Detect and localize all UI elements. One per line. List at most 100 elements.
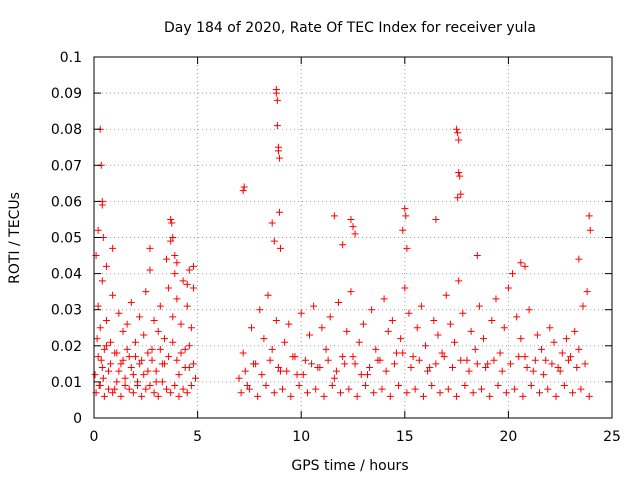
- data-point: [554, 363, 562, 371]
- data-point: [345, 385, 353, 393]
- data-point: [123, 345, 131, 353]
- data-point: [274, 147, 282, 155]
- data-point: [586, 226, 594, 234]
- data-point: [558, 349, 566, 357]
- data-point: [471, 345, 479, 353]
- data-point: [102, 342, 110, 350]
- data-point: [552, 392, 560, 400]
- data-point: [395, 382, 403, 390]
- data-point: [326, 313, 334, 321]
- scatter-points: [91, 85, 594, 400]
- data-point: [486, 392, 494, 400]
- data-point: [351, 360, 359, 368]
- data-point: [523, 363, 531, 371]
- data-point: [156, 302, 164, 310]
- data-point: [531, 356, 539, 364]
- data-point: [415, 356, 423, 364]
- data-point: [374, 356, 382, 364]
- data-point: [351, 230, 359, 238]
- data-point: [509, 270, 517, 278]
- y-axis-ticks: 0 0.01 0.02 0.03 0.04 0.05 0.06 0.07 0.08 0.09 0.1: [51, 50, 612, 427]
- data-point: [243, 382, 251, 390]
- data-point: [467, 327, 475, 335]
- y-tick-label: 0.06: [51, 194, 82, 210]
- data-point: [364, 371, 372, 379]
- data-point: [426, 363, 434, 371]
- data-point: [347, 288, 355, 296]
- data-point: [131, 338, 139, 346]
- data-point: [397, 335, 405, 343]
- x-tick-label: 10: [292, 429, 310, 445]
- data-point: [569, 389, 577, 397]
- data-point: [235, 374, 243, 382]
- data-point: [322, 345, 330, 353]
- data-point: [403, 244, 411, 252]
- data-point: [339, 353, 347, 361]
- data-point: [173, 356, 181, 364]
- data-point: [482, 363, 490, 371]
- data-point: [484, 360, 492, 368]
- data-point: [187, 324, 195, 332]
- data-point: [165, 284, 173, 292]
- y-tick-label: 0.05: [51, 231, 82, 247]
- data-point: [517, 259, 525, 267]
- data-point: [171, 270, 179, 278]
- x-tick-label: 5: [193, 429, 202, 445]
- data-point: [372, 345, 380, 353]
- data-point: [237, 389, 245, 397]
- data-point: [548, 360, 556, 368]
- data-point: [171, 252, 179, 260]
- data-point: [94, 353, 102, 361]
- data-point: [353, 392, 361, 400]
- data-point: [388, 317, 396, 325]
- data-point: [320, 392, 328, 400]
- data-point: [399, 349, 407, 357]
- data-point: [405, 309, 413, 317]
- data-point: [446, 320, 454, 328]
- data-point: [121, 374, 129, 382]
- data-point: [328, 382, 336, 390]
- data-point: [168, 219, 176, 227]
- y-tick-label: 0.02: [51, 339, 82, 355]
- data-point: [281, 338, 289, 346]
- data-point: [361, 382, 369, 390]
- data-point: [152, 367, 160, 375]
- data-point: [268, 219, 276, 227]
- data-point: [502, 389, 510, 397]
- data-point: [535, 389, 543, 397]
- data-point: [533, 331, 541, 339]
- data-point: [359, 320, 367, 328]
- data-point: [585, 392, 593, 400]
- data-point: [273, 122, 281, 130]
- data-point: [268, 345, 276, 353]
- data-point: [337, 389, 345, 397]
- data-point: [115, 367, 123, 375]
- data-point: [127, 363, 135, 371]
- data-point: [498, 367, 506, 375]
- data-point: [173, 259, 181, 267]
- data-point: [473, 252, 481, 260]
- data-point: [461, 382, 469, 390]
- data-point: [573, 363, 581, 371]
- data-point: [177, 349, 185, 357]
- chart-title: Day 184 of 2020, Rate Of TEC Index for r…: [164, 20, 536, 36]
- data-point: [453, 392, 461, 400]
- data-point: [102, 317, 110, 325]
- data-point: [546, 324, 554, 332]
- data-point: [105, 385, 113, 393]
- y-tick-label: 0.07: [51, 158, 82, 174]
- data-point: [407, 363, 415, 371]
- data-point: [455, 277, 463, 285]
- data-point: [97, 356, 105, 364]
- data-point: [293, 371, 301, 379]
- data-point: [571, 327, 579, 335]
- data-point: [100, 345, 108, 353]
- data-point: [142, 288, 150, 296]
- data-point: [256, 306, 264, 314]
- data-point: [131, 353, 139, 361]
- data-point: [538, 345, 546, 353]
- data-point: [544, 385, 552, 393]
- data-point: [339, 241, 347, 249]
- data-point: [136, 313, 144, 321]
